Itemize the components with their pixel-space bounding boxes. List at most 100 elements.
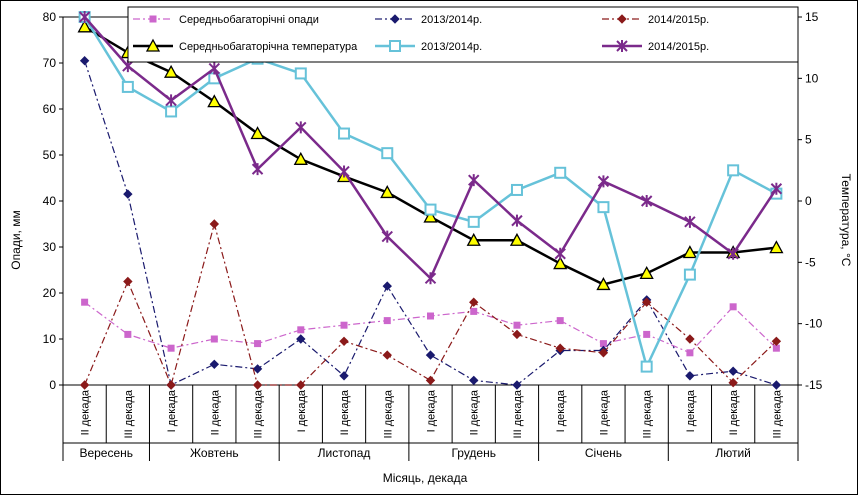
data-point (596, 277, 611, 291)
data-point (163, 64, 179, 78)
data-point (727, 247, 739, 260)
legend-marker (149, 15, 157, 23)
data-point (685, 334, 695, 344)
x-axis-label: Місяць, декада (383, 471, 468, 485)
data-point (682, 245, 698, 259)
data-point (554, 247, 566, 260)
data-point (598, 348, 609, 358)
data-point (121, 80, 134, 93)
month-label: Листопад (318, 446, 371, 460)
data-point (425, 375, 436, 386)
data-point (640, 195, 653, 207)
data-point (338, 127, 351, 140)
data-point (382, 281, 392, 291)
data-point (727, 164, 740, 177)
data-point (597, 175, 610, 188)
data-point (684, 215, 696, 228)
data-point (512, 329, 522, 340)
y-left-tick-label: 80 (43, 10, 57, 24)
data-point (469, 375, 479, 386)
data-point (469, 297, 479, 307)
data-point (77, 19, 92, 33)
legend-marker (617, 14, 627, 24)
data-point (339, 371, 349, 381)
y-left-tick-label: 70 (43, 56, 57, 70)
x-tick-label: II декада (598, 389, 610, 435)
data-point (208, 62, 221, 75)
y-right-tick-label: -15 (805, 378, 823, 392)
month-label: Жовтень (190, 446, 239, 460)
data-point (339, 336, 349, 347)
data-point (556, 317, 564, 325)
data-point (640, 360, 653, 373)
data-point (639, 266, 654, 280)
data-point (297, 326, 305, 334)
y-left-tick-label: 10 (43, 332, 57, 346)
data-point (295, 121, 307, 134)
data-point (553, 256, 568, 270)
data-point (554, 166, 567, 179)
y-right-tick-label: -5 (805, 255, 816, 269)
legend-marker (390, 14, 400, 24)
y-left-tick-label: 20 (43, 286, 57, 300)
x-tick-label: II декада (339, 389, 351, 435)
data-point (124, 330, 132, 338)
data-point (296, 380, 306, 390)
data-point (78, 11, 91, 23)
data-point (772, 344, 780, 352)
data-point (468, 174, 480, 187)
data-point (769, 240, 784, 254)
legend-label: Середньобагаторічна температура (179, 41, 358, 53)
data-point (685, 371, 695, 381)
data-point (209, 359, 220, 370)
x-tick-label: III декада (253, 389, 265, 438)
data-point (250, 126, 265, 140)
y-left-tick-label: 30 (43, 240, 57, 254)
data-point (380, 185, 395, 199)
y-left-tick-label: 60 (43, 102, 57, 116)
data-point (599, 340, 607, 348)
data-point (166, 380, 176, 390)
data-point (252, 380, 263, 390)
data-point (511, 214, 523, 227)
data-point (252, 364, 263, 374)
data-point (165, 105, 178, 118)
data-point (686, 349, 694, 357)
legend-marker (616, 40, 628, 52)
data-point (296, 334, 306, 344)
x-tick-label: III декада (512, 389, 524, 438)
data-point (251, 163, 264, 176)
data-point (79, 380, 90, 390)
data-point (165, 94, 177, 107)
data-point (728, 366, 738, 376)
data-point (381, 230, 393, 243)
month-label: Лютий (715, 446, 751, 460)
data-point (123, 189, 133, 199)
data-point (424, 272, 437, 285)
x-tick-label: II декада (728, 389, 740, 435)
data-point (423, 209, 438, 223)
data-point (728, 377, 738, 388)
data-point (338, 165, 350, 178)
data-point (510, 183, 523, 196)
data-point (597, 201, 610, 214)
x-tick-label: I декада (426, 389, 438, 432)
x-tick-label: II декада (469, 389, 481, 435)
legend-label: 2013/2014р. (421, 14, 482, 26)
y-right-tick-label: 15 (805, 10, 819, 24)
y-right-tick-label: 10 (805, 71, 819, 85)
x-tick-label: III декада (771, 389, 783, 438)
y-left-tick-label: 50 (43, 148, 57, 162)
x-tick-label: II декада (80, 389, 92, 435)
month-label: Вересень (79, 446, 133, 460)
data-point (509, 232, 525, 246)
y-left-tick-label: 40 (43, 194, 57, 208)
data-point (424, 203, 437, 216)
data-point (641, 297, 652, 307)
x-tick-label: III декада (123, 389, 135, 438)
data-point (427, 312, 434, 320)
data-point (771, 380, 782, 390)
y-axis-left-label: Опади, мм (9, 210, 23, 269)
